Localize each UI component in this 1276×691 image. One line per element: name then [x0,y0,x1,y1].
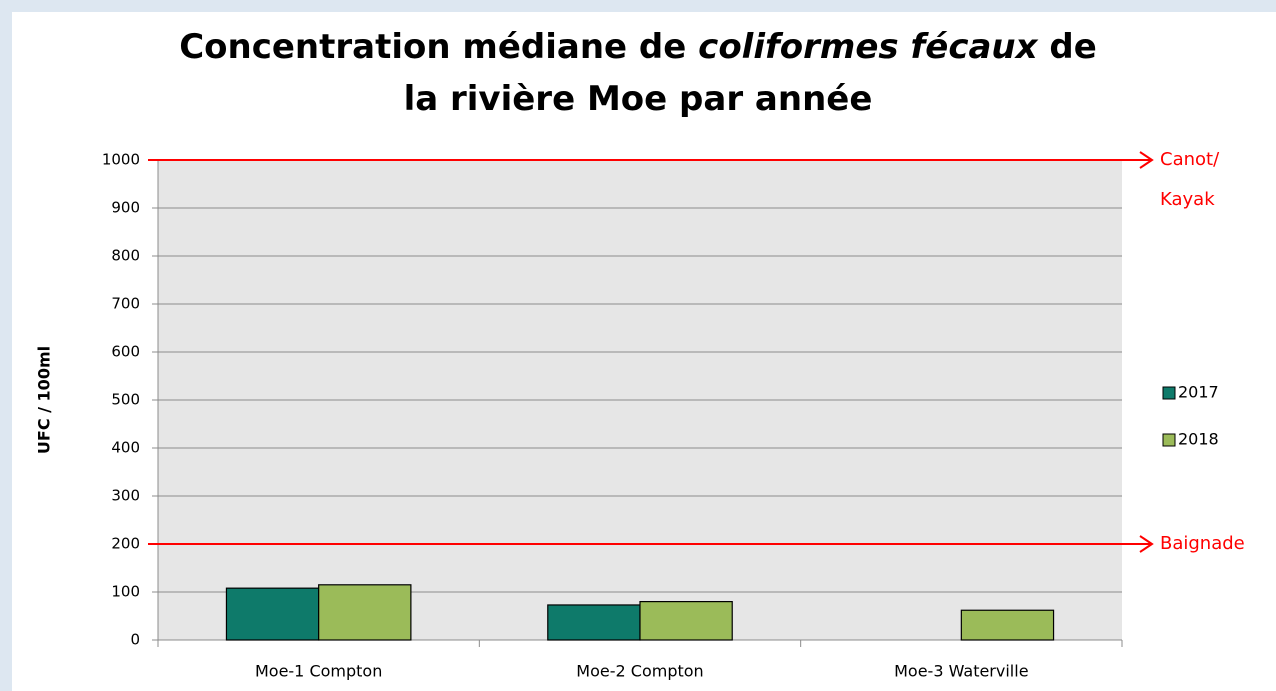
y-tick-label: 900 [111,199,140,217]
x-tick-label: Moe-2 Compton [576,662,703,681]
chart-title: la rivière Moe par année [404,79,873,119]
chart-title: Concentration médiane de coliformes féca… [179,27,1097,67]
y-tick-label: 100 [111,583,140,601]
legend-label: 2018 [1178,430,1219,449]
reference-label: Baignade [1160,533,1245,554]
y-tick-label: 600 [111,343,140,361]
bar [639,600,733,641]
y-axis-label: UFC / 100ml [35,346,54,454]
title-part: de [1038,27,1097,67]
title-part: coliformes fécaux [698,27,1038,67]
y-tick-label: 300 [111,487,140,505]
reference-label: Kayak [1160,189,1215,210]
bar [318,584,412,641]
legend-swatch [1162,433,1176,447]
reference-arrow [1139,151,1154,169]
y-tick-label: 700 [111,295,140,313]
reference-label: Canot/ [1160,149,1220,170]
x-tick-label: Moe-1 Compton [255,662,382,681]
bar [547,604,641,641]
y-tick-label: 800 [111,247,140,265]
bar [960,609,1055,641]
bar [225,587,320,641]
y-tick-label: 200 [111,535,140,553]
reference-arrow [1139,535,1154,553]
y-tick-label: 500 [111,391,140,409]
y-tick-label: 400 [111,439,140,457]
x-tick-label: Moe-3 Waterville [894,662,1028,681]
y-tick-label: 0 [130,631,140,649]
legend-label: 2017 [1178,383,1219,402]
title-part: la rivière Moe par année [404,79,873,119]
y-tick-label: 1000 [102,151,140,169]
title-part: Concentration médiane de [179,27,698,67]
legend-swatch [1162,386,1176,400]
